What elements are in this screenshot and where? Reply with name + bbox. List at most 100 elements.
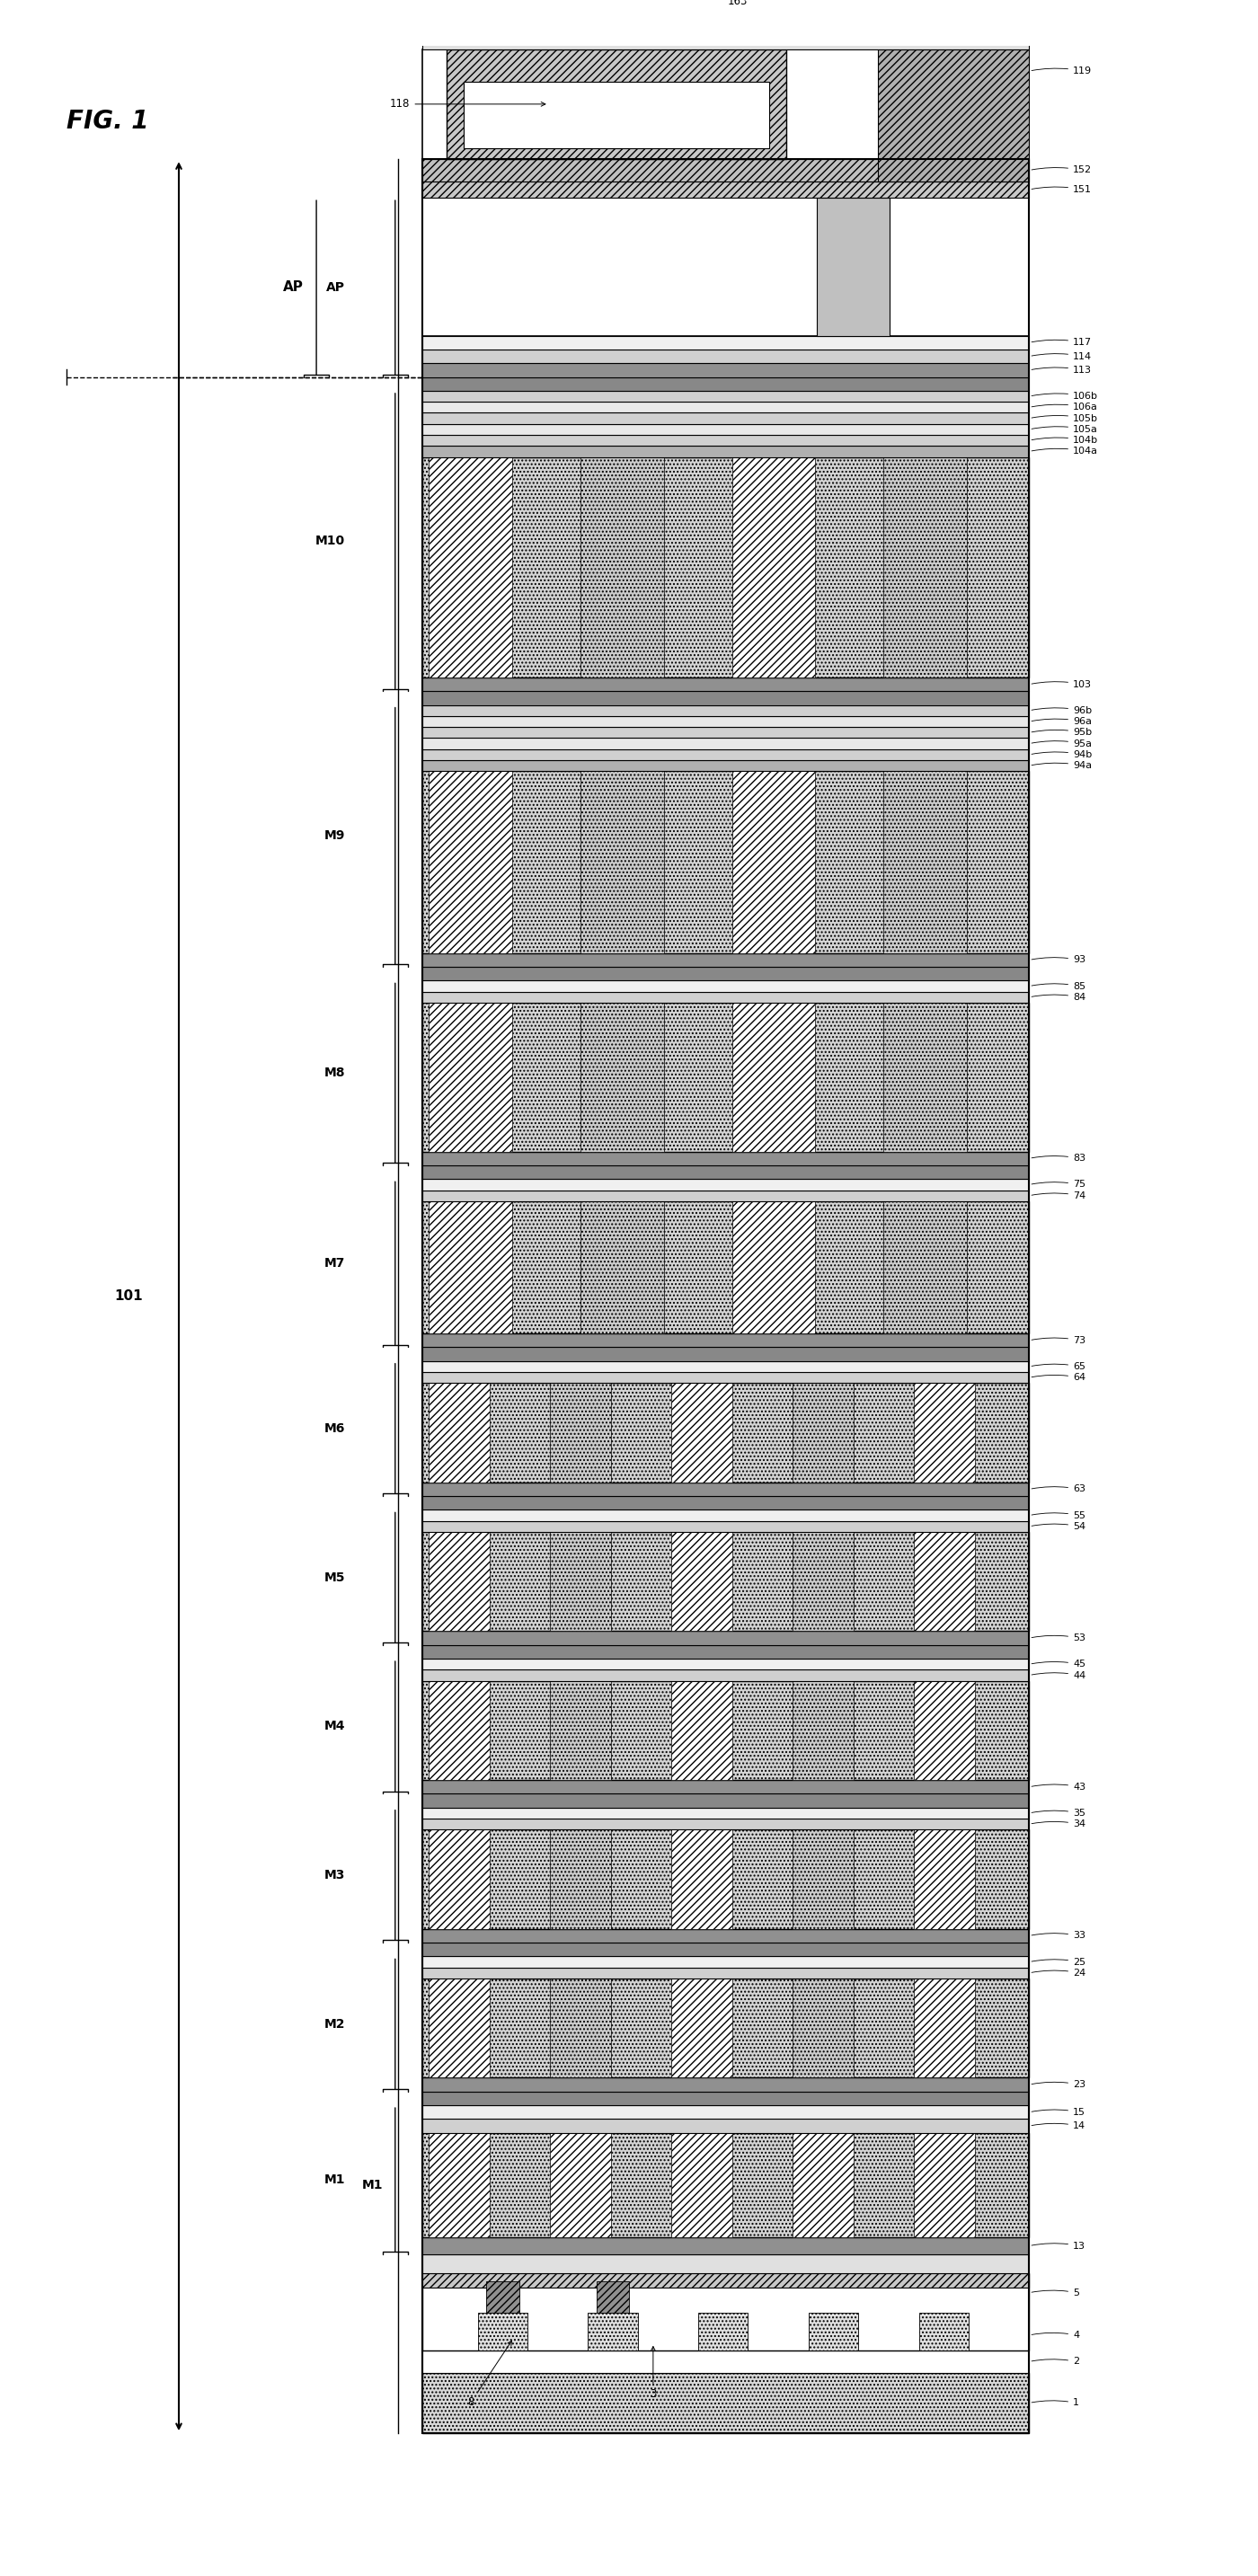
Text: AP: AP (326, 281, 345, 294)
Bar (816, 198, 889, 335)
Bar (423, 1180, 1029, 1190)
Bar (423, 1819, 1029, 1829)
Text: 163: 163 (728, 0, 749, 8)
Text: 13: 13 (1032, 2241, 1086, 2251)
Text: 43: 43 (1032, 1783, 1086, 1790)
Text: 103: 103 (1032, 680, 1092, 688)
Bar (913, 1978, 975, 2079)
Bar (429, 456, 512, 677)
Bar (423, 446, 1029, 456)
Bar (423, 2079, 1029, 2092)
Bar (883, 1200, 967, 1334)
Bar (423, 392, 1029, 402)
Bar (883, 456, 967, 677)
Text: 95b: 95b (1032, 729, 1092, 737)
Bar (580, 456, 664, 677)
Bar (429, 770, 512, 953)
Text: 23: 23 (1032, 2079, 1086, 2089)
Bar (423, 180, 1029, 198)
Text: 54: 54 (1032, 1522, 1086, 1530)
Bar (913, 2133, 975, 2239)
Bar (423, 690, 1029, 706)
Bar (423, 2349, 1029, 2372)
Bar (672, 1533, 732, 1631)
Text: 105a: 105a (1032, 425, 1098, 433)
Bar (423, 1646, 1029, 1659)
Bar (478, 2313, 527, 2349)
Text: M10: M10 (316, 536, 345, 546)
Bar (550, 1383, 610, 1481)
Text: 63: 63 (1032, 1484, 1086, 1494)
Bar (423, 1793, 1029, 1808)
Bar (423, 1497, 1029, 1510)
Bar (580, 770, 664, 953)
Text: 55: 55 (1032, 1512, 1086, 1520)
Text: M9: M9 (325, 829, 345, 842)
Text: M1: M1 (325, 2174, 345, 2187)
Text: 73: 73 (1032, 1337, 1086, 1345)
Bar (429, 1200, 512, 1334)
Bar (423, 726, 1029, 739)
Bar (447, 49, 786, 160)
Bar (793, 1680, 853, 1780)
Bar (732, 456, 815, 677)
Bar (793, 1829, 853, 1929)
Bar (423, 1383, 1029, 1481)
Bar (550, 1533, 610, 1631)
Bar (464, 82, 770, 149)
Bar (672, 1829, 732, 1929)
Text: M3: M3 (325, 1868, 345, 1880)
Bar (698, 2313, 749, 2349)
Bar (429, 1680, 489, 1780)
Bar (423, 750, 1029, 760)
Text: M5: M5 (325, 1571, 345, 1584)
Bar (672, 1383, 732, 1481)
Bar (423, 1829, 1029, 1929)
Bar (429, 1978, 489, 2079)
Bar (423, 335, 1029, 350)
Bar (423, 1968, 1029, 1978)
Bar (423, 1955, 1029, 1968)
Bar (423, 33, 1029, 49)
Text: AP: AP (283, 281, 304, 294)
Bar (423, 2254, 1029, 2275)
Bar (423, 1347, 1029, 1360)
Text: 44: 44 (1032, 1672, 1086, 1680)
Bar (423, 1520, 1029, 1533)
Text: 2: 2 (1032, 2357, 1079, 2367)
Text: 118: 118 (390, 98, 546, 111)
Bar (423, 160, 1029, 2434)
Text: 83: 83 (1032, 1154, 1086, 1162)
Bar (423, 677, 1029, 690)
Text: 25: 25 (1032, 1958, 1086, 1965)
Bar (423, 49, 1029, 160)
Bar (423, 966, 1029, 981)
Bar (580, 1200, 664, 1334)
Bar (913, 1383, 975, 1481)
Text: 114: 114 (1032, 353, 1092, 361)
Bar (423, 412, 1029, 425)
Bar (809, 2313, 858, 2349)
Text: 8: 8 (468, 2342, 512, 2409)
Bar (918, 2313, 969, 2349)
Bar (423, 1680, 1029, 1780)
Text: 94b: 94b (1032, 750, 1092, 760)
Bar (423, 2275, 1029, 2287)
Text: 119: 119 (1032, 67, 1092, 75)
Text: 104a: 104a (1032, 446, 1098, 456)
Text: 65: 65 (1032, 1363, 1086, 1370)
Text: 35: 35 (1032, 1808, 1086, 1819)
Bar (423, 2239, 1029, 2254)
Bar (672, 1978, 732, 2079)
Text: 74: 74 (1032, 1190, 1086, 1200)
Bar (423, 1659, 1029, 1669)
Bar (423, 1200, 1029, 1334)
Bar (423, 1360, 1029, 1373)
Bar (429, 1383, 489, 1481)
Bar (580, 1002, 664, 1151)
Bar (423, 1978, 1029, 2079)
Bar (913, 1680, 975, 1780)
Text: 152: 152 (1032, 165, 1092, 175)
Bar (423, 2092, 1029, 2105)
Bar (423, 350, 1029, 363)
